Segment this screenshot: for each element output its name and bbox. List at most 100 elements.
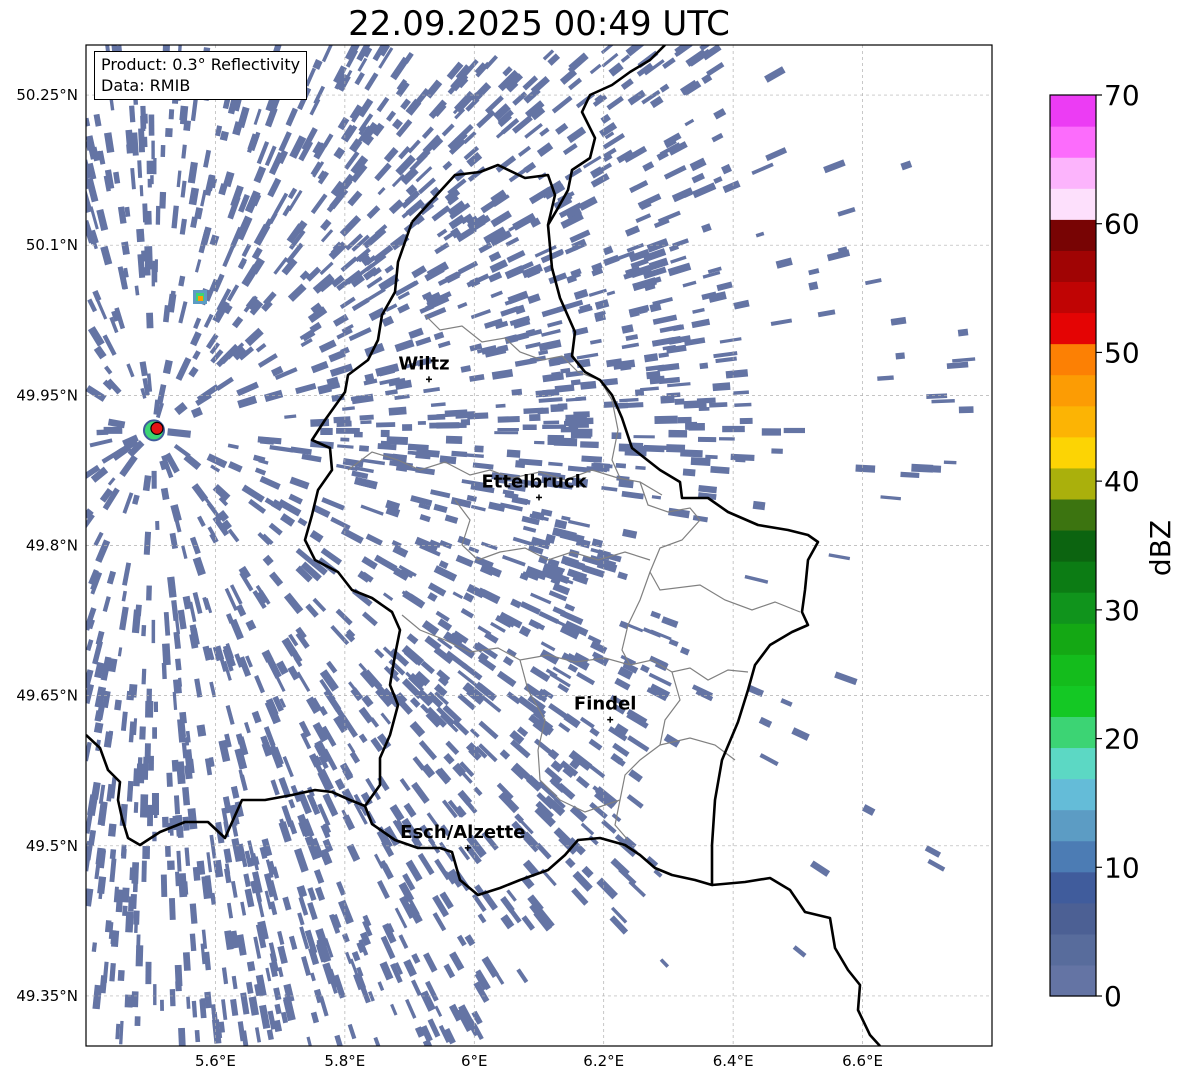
echo-cell: [722, 180, 741, 194]
echo-cell: [144, 210, 152, 225]
echo-cell: [165, 845, 171, 857]
echo-cell: [350, 163, 368, 183]
echo-cell: [454, 108, 466, 120]
echo-cell: [251, 710, 262, 724]
echo-cell: [474, 445, 484, 453]
echo-cell: [117, 206, 127, 224]
echo-cell: [572, 652, 589, 666]
echo-cell: [511, 388, 523, 396]
echo-cell: [484, 54, 499, 70]
echo-cell: [759, 753, 779, 767]
echo-cell: [666, 444, 686, 453]
echo-cell: [448, 1003, 463, 1022]
echo-cell: [688, 48, 711, 67]
city-label: Findel: [574, 694, 637, 715]
echo-cell: [489, 230, 512, 247]
echo-cell: [646, 370, 661, 380]
echo-cell: [94, 661, 105, 679]
echo-cell: [354, 247, 371, 263]
echo-cell: [348, 681, 363, 699]
echo-cell: [689, 157, 707, 172]
echo-cell: [368, 307, 386, 322]
echo-cell: [466, 273, 490, 288]
echo-cell: [178, 873, 188, 898]
echo-cell: [197, 515, 206, 527]
echo-cell: [471, 893, 487, 913]
echo-cell: [285, 107, 298, 127]
echo-cell: [122, 888, 128, 900]
echo-cell: [491, 369, 514, 380]
echo-cell: [463, 145, 480, 161]
echo-cell: [659, 83, 670, 93]
echo-cell: [483, 226, 507, 245]
echo-cell: [522, 525, 537, 533]
echo-cell: [133, 910, 140, 925]
echo-cell: [542, 569, 556, 580]
echo-cell: [542, 49, 555, 61]
echo-cell: [305, 266, 322, 282]
data-source-label: Data: RMIB: [101, 76, 191, 95]
echo-cell: [557, 576, 574, 585]
echo-cell: [230, 785, 240, 799]
echo-cell: [128, 896, 135, 912]
echo-cell: [295, 548, 317, 567]
echo-cell: [504, 334, 519, 345]
lat-tick-label: 49.8°N: [26, 537, 78, 555]
echo-cell: [490, 621, 506, 633]
colorbar-tick-label: 0: [1104, 980, 1122, 1013]
echo-cell: [556, 301, 578, 311]
echo-cell: [581, 564, 605, 578]
echo-cell: [573, 411, 590, 418]
echo-cell: [240, 992, 250, 1015]
echo-cell: [368, 990, 375, 1002]
echo-cell: [424, 307, 447, 321]
echo-cell: [582, 155, 602, 169]
echo-cell: [601, 819, 617, 834]
echo-cell: [312, 597, 327, 613]
echo-cell: [604, 131, 615, 140]
echo-cell: [114, 699, 122, 711]
echo-cell: [746, 684, 765, 697]
echo-cell: [495, 615, 513, 628]
echo-cell: [317, 383, 333, 395]
echo-cell: [307, 306, 328, 323]
echo-cell: [752, 500, 766, 511]
echo-cell: [322, 748, 338, 771]
echo-cell: [121, 241, 130, 256]
echo-cell: [175, 871, 180, 887]
echo-cell: [99, 975, 108, 994]
echo-cell: [333, 65, 347, 84]
echo-cell: [520, 601, 541, 615]
echo-cell: [227, 443, 239, 450]
echo-cell: [266, 658, 282, 679]
echo-cell: [610, 694, 625, 706]
echo-cell: [517, 695, 540, 715]
echo-cell: [136, 228, 145, 243]
echo-cell: [733, 390, 749, 395]
echo-cell: [298, 140, 314, 162]
echo-cell: [254, 983, 262, 997]
echo-cell: [360, 791, 373, 806]
echo-cell: [537, 407, 549, 415]
echo-cell: [667, 262, 692, 277]
echo-cell: [198, 229, 210, 254]
echo-cell: [278, 776, 292, 799]
echo-cell: [755, 231, 765, 238]
echo-cell: [569, 229, 591, 244]
echo-cell: [394, 962, 404, 975]
echo-cell: [494, 320, 509, 330]
echo-cell: [397, 291, 410, 301]
echo-cell: [688, 423, 705, 431]
echo-cell: [434, 691, 449, 706]
echo-cell: [490, 290, 503, 299]
echo-cell: [336, 714, 350, 730]
echo-cell: [155, 402, 165, 419]
echo-cell: [423, 387, 440, 394]
echo-cell: [589, 63, 602, 75]
echo-cell: [163, 611, 171, 636]
echo-cell: [139, 185, 144, 197]
echo-cell: [363, 378, 378, 386]
echo-cell: [758, 716, 773, 728]
echo-cell: [261, 533, 274, 545]
echo-cell: [431, 205, 451, 222]
